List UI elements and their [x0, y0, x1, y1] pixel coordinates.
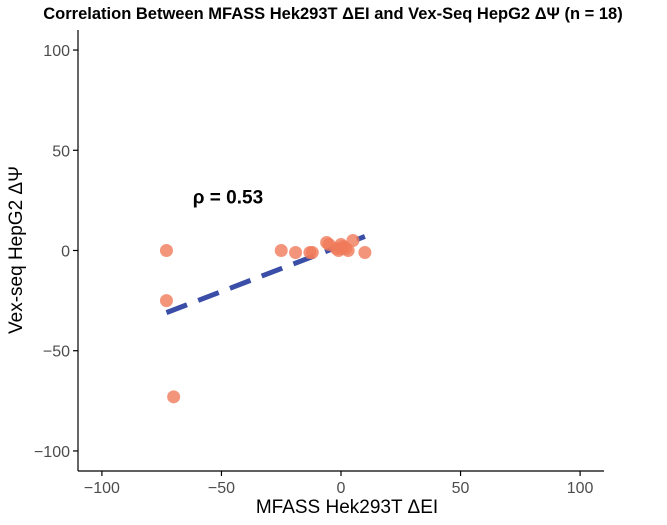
data-point: [274, 244, 288, 257]
chart-title: Correlation Between MFASS Hek293T ΔEI an…: [43, 5, 622, 23]
correlation-annotation: ρ = 0.53: [193, 187, 263, 208]
data-point: [289, 246, 303, 260]
data-point: [341, 244, 355, 257]
y-tick-label: 0: [61, 244, 70, 261]
y-tick-label: 50: [52, 143, 70, 160]
y-tick-label: 100: [43, 43, 70, 60]
data-points: [159, 233, 372, 404]
x-axis-label: MFASS Hek293T ΔEI: [256, 497, 438, 518]
x-tick-label: −100: [84, 480, 120, 497]
y-tick-label: −100: [34, 444, 70, 461]
data-point: [159, 244, 173, 257]
data-point: [346, 233, 360, 247]
y-tick-label: −50: [43, 344, 70, 361]
data-point: [159, 294, 173, 308]
x-tick-label: 50: [452, 480, 470, 497]
x-tick-label: −50: [208, 480, 235, 497]
x-tick-label: 100: [567, 480, 594, 497]
axes: −100 −50 0 50 100 −100 −50 0 50 100: [34, 30, 604, 497]
data-point: [305, 246, 319, 260]
x-tick-label: 0: [337, 480, 346, 497]
data-point: [167, 390, 181, 404]
data-point: [358, 246, 372, 260]
y-axis-label: Vex-seq HepG2 ΔΨ: [6, 166, 27, 334]
